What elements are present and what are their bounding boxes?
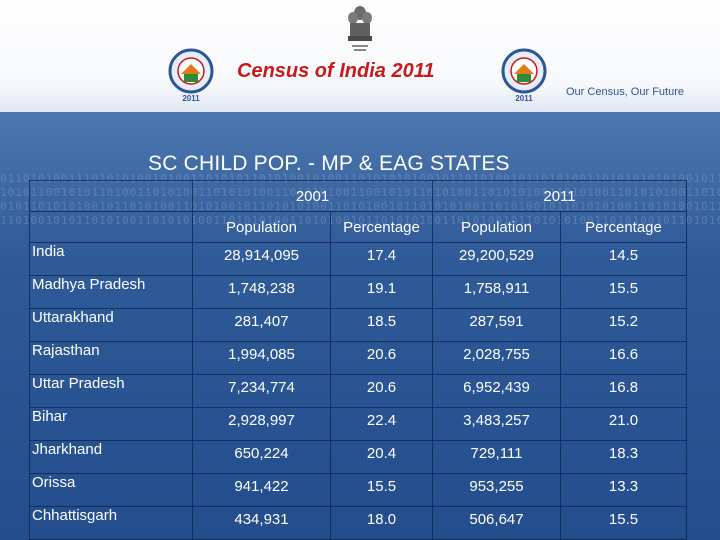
population-2001: 941,422 <box>192 473 331 507</box>
table-row: Jharkhand 650,224 20.4 729,111 18.3 <box>29 440 688 474</box>
svg-text:2011: 2011 <box>182 94 200 103</box>
population-2001: 2,928,997 <box>192 407 331 441</box>
year-header: 2011 <box>431 180 688 212</box>
state-emblem-icon <box>348 6 372 51</box>
census-logo-icon: 2011 <box>501 48 547 103</box>
population-2011: 953,255 <box>432 473 561 507</box>
table-row: Uttarakhand 281,407 18.5 287,591 15.2 <box>29 308 688 342</box>
population-2001: 1,994,085 <box>192 341 331 375</box>
year-header-row: 2001 2011 <box>29 180 688 212</box>
table-row: India 28,914,095 17.4 29,200,529 14.5 <box>29 242 688 276</box>
state-name: Uttar Pradesh <box>29 374 193 408</box>
percentage-2011: 16.8 <box>559 374 688 408</box>
percentage-2001: 15.5 <box>330 473 433 507</box>
population-2001: 434,931 <box>192 506 331 540</box>
state-name: India <box>29 242 193 276</box>
census-title: Census of India 2011 <box>237 60 435 82</box>
column-header: Percentage <box>330 211 433 243</box>
state-name: Orissa <box>29 473 193 507</box>
column-header: Population <box>192 211 331 243</box>
population-2011: 506,647 <box>432 506 561 540</box>
corner-cell <box>29 211 193 243</box>
percentage-2011: 15.5 <box>559 275 688 309</box>
percentage-2011: 18.3 <box>559 440 688 474</box>
table-row: Rajasthan 1,994,085 20.6 2,028,755 16.6 <box>29 341 688 375</box>
percentage-2001: 17.4 <box>330 242 433 276</box>
svg-text:2011: 2011 <box>515 94 533 103</box>
population-2011: 29,200,529 <box>432 242 561 276</box>
tagline: Our Census, Our Future <box>566 86 684 98</box>
percentage-2001: 20.6 <box>330 374 433 408</box>
percentage-2001: 18.0 <box>330 506 433 540</box>
population-2011: 1,758,911 <box>432 275 561 309</box>
column-header-row: Population Percentage Population Percent… <box>29 211 688 243</box>
year-header: 2001 <box>192 180 433 212</box>
table-row: Orissa 941,422 15.5 953,255 13.3 <box>29 473 688 507</box>
population-2001: 1,748,238 <box>192 275 331 309</box>
population-2001: 28,914,095 <box>192 242 331 276</box>
population-2001: 281,407 <box>192 308 331 342</box>
census-data-table: 2001 2011 Population Percentage Populati… <box>29 180 688 540</box>
corner-cell <box>29 180 193 212</box>
population-2011: 287,591 <box>432 308 561 342</box>
population-2011: 6,952,439 <box>432 374 561 408</box>
percentage-2011: 13.3 <box>559 473 688 507</box>
percentage-2011: 15.5 <box>559 506 688 540</box>
population-2001: 7,234,774 <box>192 374 331 408</box>
state-name: Uttarakhand <box>29 308 193 342</box>
population-2011: 2,028,755 <box>432 341 561 375</box>
population-2011: 3,483,257 <box>432 407 561 441</box>
state-name: Jharkhand <box>29 440 193 474</box>
table-row: Chhattisgarh 434,931 18.0 506,647 15.5 <box>29 506 688 540</box>
population-2001: 650,224 <box>192 440 331 474</box>
percentage-2011: 16.6 <box>559 341 688 375</box>
state-name: Madhya Pradesh <box>29 275 193 309</box>
percentage-2001: 22.4 <box>330 407 433 441</box>
column-header: Percentage <box>559 211 688 243</box>
percentage-2001: 20.6 <box>330 341 433 375</box>
table-row: Bihar 2,928,997 22.4 3,483,257 21.0 <box>29 407 688 441</box>
column-header: Population <box>432 211 561 243</box>
table-row: Uttar Pradesh 7,234,774 20.6 6,952,439 1… <box>29 374 688 408</box>
table-row: Madhya Pradesh 1,748,238 19.1 1,758,911 … <box>29 275 688 309</box>
state-name: Chhattisgarh <box>29 506 193 540</box>
percentage-2011: 21.0 <box>559 407 688 441</box>
slide-title: SC CHILD POP. - MP & EAG STATES <box>148 152 510 175</box>
percentage-2011: 14.5 <box>559 242 688 276</box>
percentage-2011: 15.2 <box>559 308 688 342</box>
census-logo-icon: 2011 <box>168 48 214 103</box>
state-name: Bihar <box>29 407 193 441</box>
state-name: Rajasthan <box>29 341 193 375</box>
percentage-2001: 19.1 <box>330 275 433 309</box>
percentage-2001: 20.4 <box>330 440 433 474</box>
percentage-2001: 18.5 <box>330 308 433 342</box>
population-2011: 729,111 <box>432 440 561 474</box>
